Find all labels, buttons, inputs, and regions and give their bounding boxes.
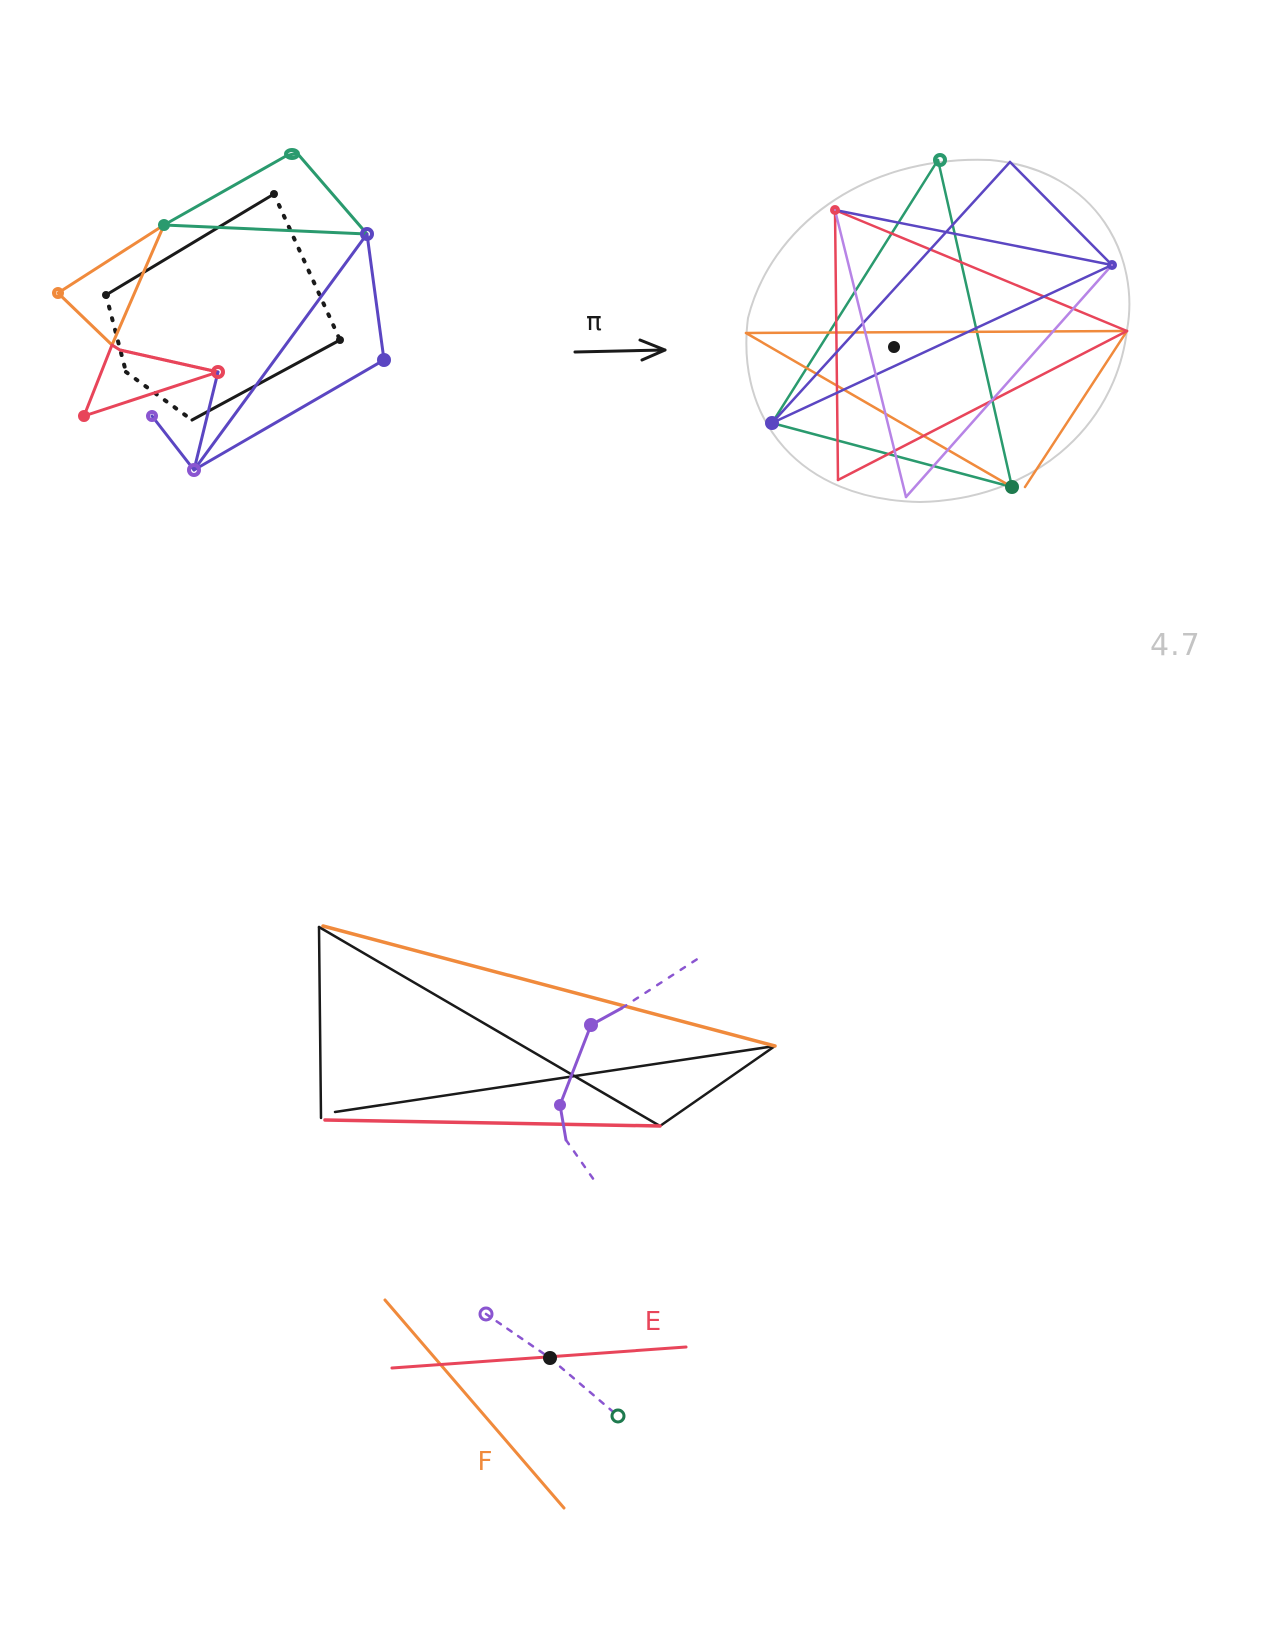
red-edges [82, 343, 220, 418]
orange-edge [321, 924, 777, 1048]
figure-3d-polygon [52, 148, 391, 477]
intersection-point [543, 1351, 557, 1365]
purple-point-lower [554, 1099, 566, 1111]
black-edges [317, 925, 777, 1128]
figure-projected-star [744, 153, 1131, 503]
black-square-vertices [102, 190, 344, 344]
red-edge [323, 1118, 662, 1128]
map-arrow: π [573, 307, 667, 362]
green-edges [162, 151, 369, 236]
fig1-vertices [52, 148, 391, 477]
purple-dashed-path [484, 1312, 620, 1418]
purple-endpoint [478, 1306, 494, 1322]
map-symbol: π [586, 307, 602, 337]
green-endpoint [610, 1408, 626, 1424]
arrow-head [638, 338, 667, 362]
orange-edges [56, 223, 166, 347]
blue-star-edges [770, 160, 1114, 425]
orange-star-edges [744, 329, 1129, 489]
figure-lines-e-f: E F [383, 1298, 688, 1510]
purple-edges [150, 232, 386, 472]
figure-tetrahedron [317, 924, 777, 1182]
line-e-label: E [645, 1307, 661, 1337]
page-number: 4.7 [1150, 628, 1201, 663]
light-purple-star-edges [833, 208, 1114, 499]
center-point [888, 341, 900, 353]
line-e [390, 1345, 688, 1370]
line-f [383, 1298, 566, 1510]
line-f-label: F [478, 1447, 493, 1477]
black-square-inner [104, 192, 342, 422]
fig2-vertices [765, 153, 1117, 494]
red-star-edges [833, 208, 1129, 482]
purple-segment-dashed [564, 954, 704, 1182]
purple-point-upper [584, 1018, 598, 1032]
arrow-shaft [573, 348, 667, 354]
